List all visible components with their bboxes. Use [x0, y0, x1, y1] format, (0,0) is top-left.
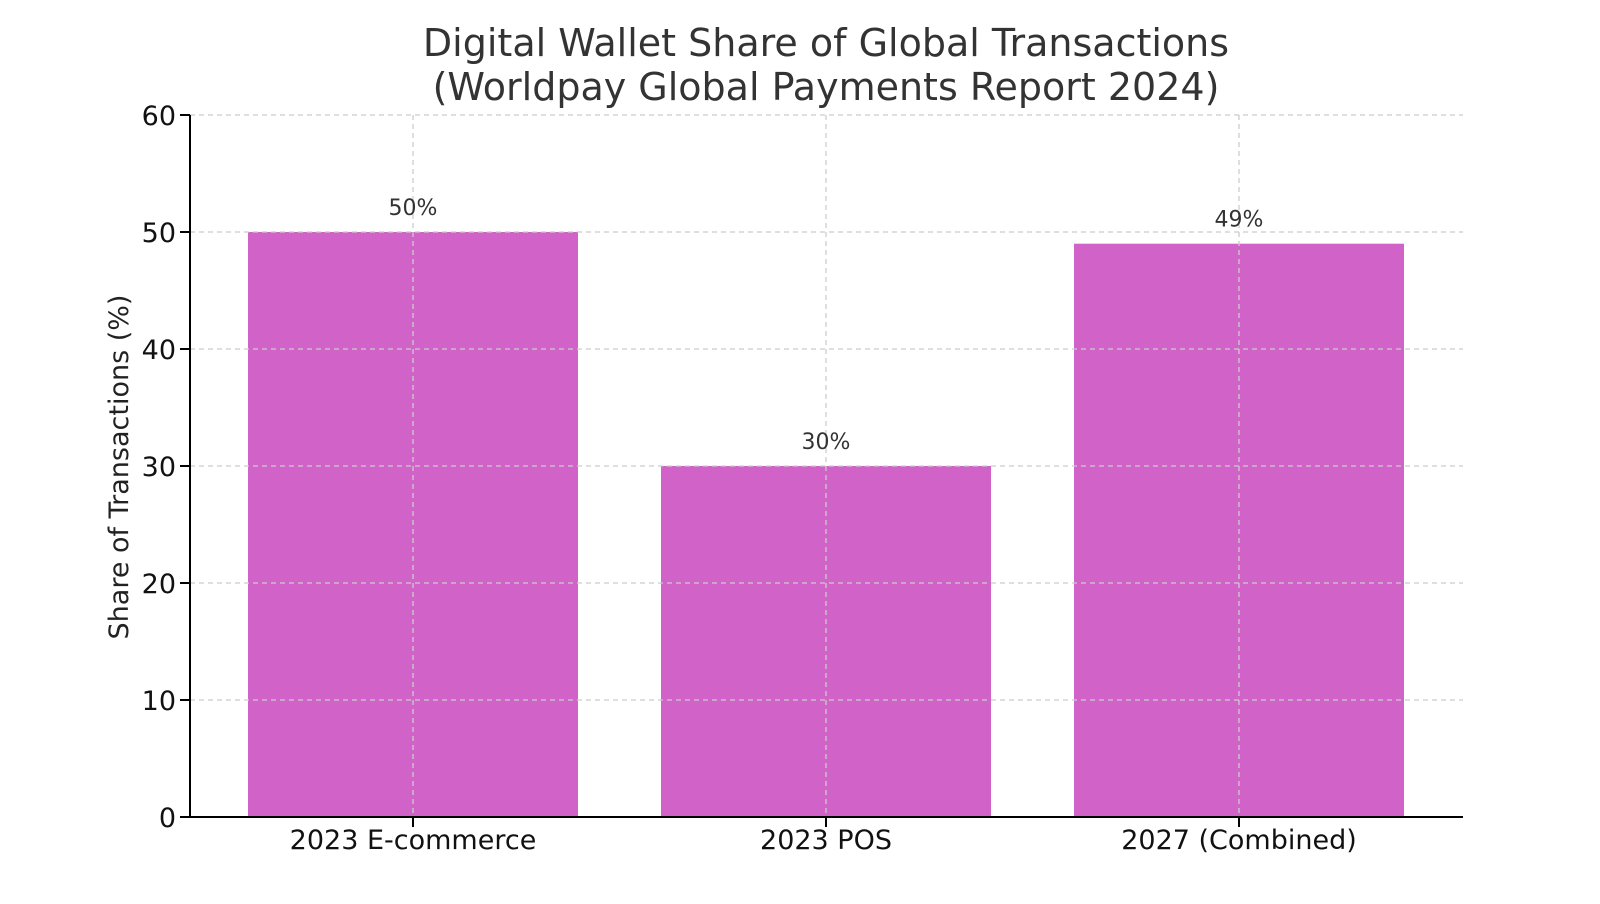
- x-tick-label: 2023 E-commerce: [290, 825, 537, 856]
- y-tick-label: 20: [142, 569, 176, 600]
- y-tick-label: 0: [159, 803, 176, 834]
- x-tick-label: 2027 (Combined): [1121, 825, 1357, 856]
- y-tick-label: 30: [142, 452, 176, 483]
- chart-subtitle: (Worldpay Global Payments Report 2024): [433, 65, 1220, 109]
- data-label-1: 30%: [802, 430, 851, 455]
- data-label-0: 50%: [389, 196, 438, 221]
- y-axis-label: Share of Transactions (%): [104, 295, 135, 640]
- data-label-2: 49%: [1215, 208, 1264, 233]
- y-tick-label: 10: [142, 686, 176, 717]
- y-tick-label: 50: [142, 218, 176, 249]
- chart-title: Digital Wallet Share of Global Transacti…: [423, 21, 1229, 65]
- x-tick-label: 2023 POS: [760, 825, 892, 856]
- y-tick-label: 40: [142, 335, 176, 366]
- y-tick-label: 60: [142, 101, 176, 132]
